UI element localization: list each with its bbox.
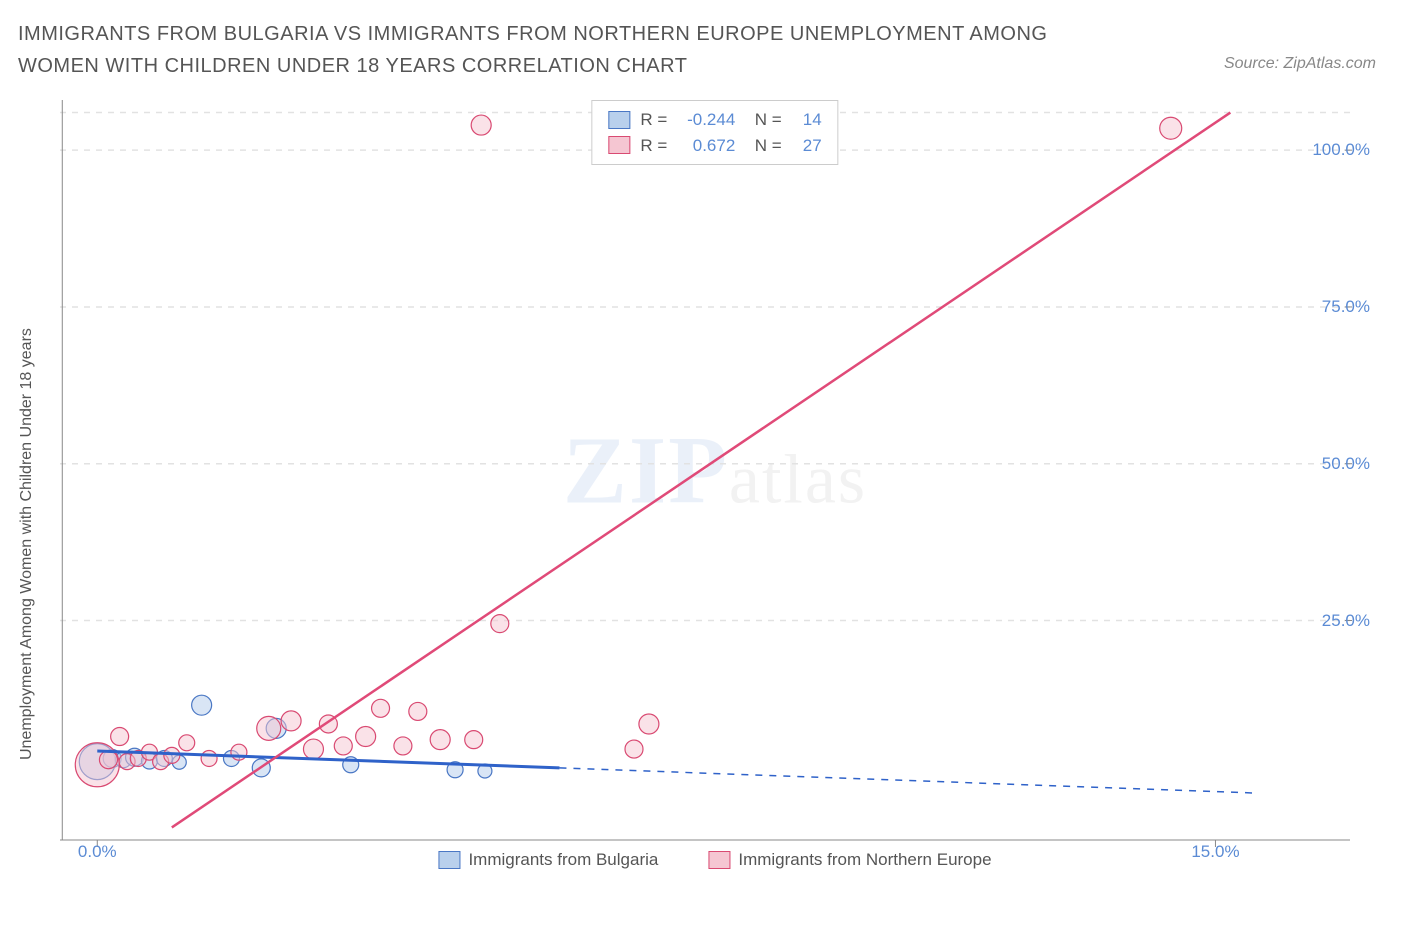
y-tick-label: 50.0% (1322, 454, 1370, 474)
legend-label: Immigrants from Northern Europe (738, 850, 991, 870)
legend-item: Immigrants from Bulgaria (438, 850, 658, 870)
source-attribution: Source: ZipAtlas.com (1224, 55, 1376, 73)
legend-swatch (708, 851, 730, 869)
r-value: -0.244 (677, 107, 735, 133)
series-legend: Immigrants from Bulgaria Immigrants from … (438, 850, 991, 870)
x-tick-label: 0.0% (78, 842, 117, 862)
n-label: N = (745, 107, 781, 133)
legend-item: Immigrants from Northern Europe (708, 850, 991, 870)
scatter-chart (60, 100, 1370, 870)
n-value: 14 (792, 107, 822, 133)
r-label: R = (640, 107, 667, 133)
legend-swatch (608, 136, 630, 154)
correlation-legend: R = -0.244 N = 14 R = 0.672 N = 27 (591, 100, 838, 165)
legend-stat-row: R = 0.672 N = 27 (608, 133, 821, 159)
y-tick-label: 25.0% (1322, 611, 1370, 631)
legend-swatch (608, 111, 630, 129)
x-tick-label: 15.0% (1191, 842, 1239, 862)
y-tick-label: 100.0% (1312, 140, 1370, 160)
legend-swatch (438, 851, 460, 869)
legend-stat-row: R = -0.244 N = 14 (608, 107, 821, 133)
y-axis-label: Unemployment Among Women with Children U… (18, 328, 36, 760)
y-tick-label: 75.0% (1322, 297, 1370, 317)
r-value: 0.672 (677, 133, 735, 159)
r-label: R = (640, 133, 667, 159)
n-label: N = (745, 133, 781, 159)
n-value: 27 (792, 133, 822, 159)
legend-label: Immigrants from Bulgaria (468, 850, 658, 870)
chart-title: IMMIGRANTS FROM BULGARIA VS IMMIGRANTS F… (18, 18, 1118, 82)
plot-area: ZIPatlas R =-0.244 N =14R =0.672 N =27 I… (60, 100, 1370, 870)
